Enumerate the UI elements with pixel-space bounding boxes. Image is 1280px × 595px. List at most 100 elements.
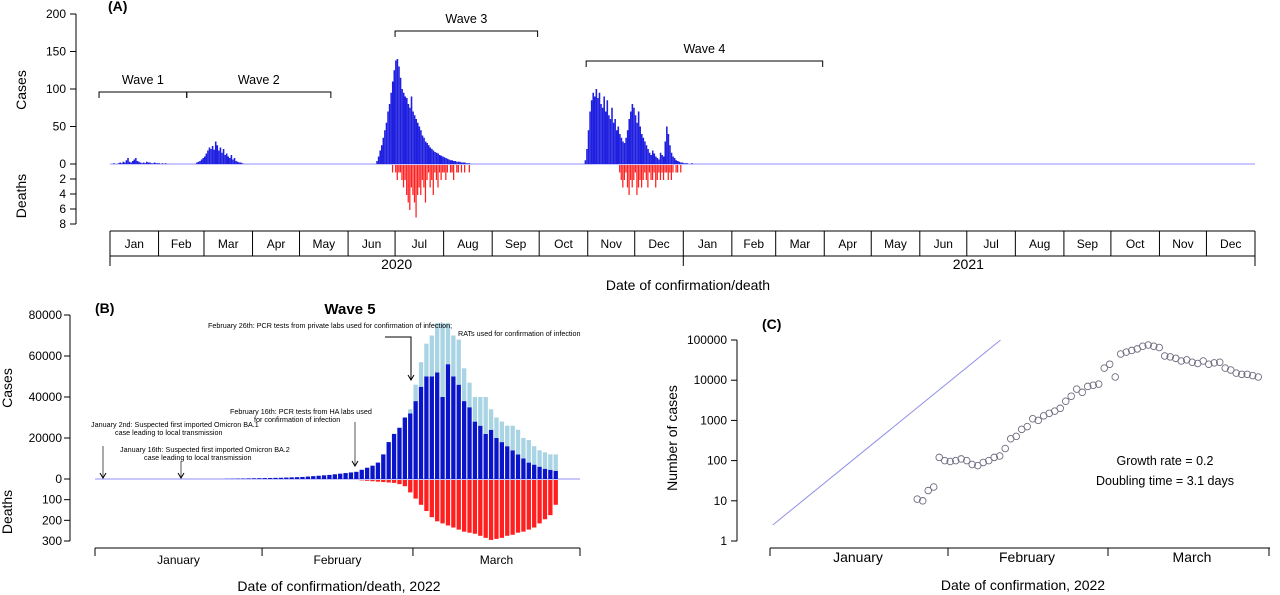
- panel-a-death-bar: [653, 165, 655, 173]
- panel-a-month-label: Jul: [412, 237, 427, 251]
- panel-a-case-bar: [387, 111, 389, 164]
- panel-a-case-bar: [133, 159, 136, 164]
- panel-b-annotation-text: February 26th: PCR tests from private la…: [208, 321, 452, 330]
- panel-a-month-label: Jan: [125, 237, 144, 251]
- panel-c-point: [1072, 385, 1081, 393]
- panel-a-case-bar: [584, 160, 587, 164]
- panel-a-case-bar: [435, 152, 438, 164]
- panel-a-death-bar: [432, 165, 434, 195]
- panel-a-case-bar: [446, 158, 449, 164]
- panel-a-case-bar: [156, 163, 159, 164]
- panel-a-case-bar: [429, 147, 432, 164]
- panel-a-case-bar: [218, 150, 220, 164]
- panel-a-case-bar: [141, 163, 143, 164]
- panel-b-death-bar: [505, 480, 510, 536]
- panel-a-case-bar: [454, 161, 457, 164]
- panel-a-case-bar: [625, 137, 627, 164]
- panel-a-case-bar: [653, 153, 656, 164]
- panel-b-case-bar: [375, 462, 381, 479]
- panel-c-point: [1061, 397, 1070, 405]
- panel-b-case-bar: [338, 473, 343, 479]
- panel-a-case-bar: [424, 141, 427, 164]
- panel-c-point: [1089, 381, 1097, 389]
- panel-a-case-bar: [457, 161, 460, 164]
- panel-b-case-bar: [300, 476, 305, 479]
- panel-a-case-bar: [398, 66, 400, 164]
- panel-b-case-bar: [510, 450, 515, 479]
- panel-a-month-label: Mar: [790, 237, 811, 251]
- panel-a-case-bar: [418, 126, 421, 164]
- panel-a-case-bar: [448, 159, 450, 164]
- panel-b-case-bar-light: [483, 397, 488, 434]
- panel-a-case-bar: [409, 107, 411, 164]
- panel-c-point: [1056, 404, 1064, 413]
- panel-a-case-bar: [465, 163, 468, 164]
- panel-a-death-bar: [409, 165, 411, 210]
- panel-a-case-bar: [401, 89, 403, 164]
- panel-a-case-bar: [240, 162, 242, 164]
- panel-a-case-bar: [675, 160, 678, 164]
- panel-b-case-bar: [488, 429, 494, 479]
- panel-a-case-bar: [623, 143, 626, 164]
- panel-a-death-bar: [463, 165, 466, 173]
- panel-a-case-bar: [628, 119, 631, 164]
- panel-a-month-label: Oct: [554, 237, 573, 251]
- panel-a-case-bar: [214, 141, 217, 164]
- panel-a-case-bar: [426, 143, 428, 164]
- panel-c-point: [1138, 342, 1147, 350]
- panel-b-case-bar: [408, 413, 413, 479]
- panel-a-death-bar: [639, 165, 641, 180]
- panel-a-cases-tick: 50: [53, 120, 67, 134]
- panel-b-annotation-arrowhead: [99, 472, 107, 479]
- panel-b-case-bar: [467, 407, 472, 479]
- panel-a-case-bar: [656, 158, 659, 164]
- panel-c-y-tick: 1000: [700, 413, 727, 427]
- panel-a-death-bar: [417, 165, 419, 195]
- panel-a-case-bar: [601, 107, 604, 164]
- panel-c-point: [1034, 416, 1042, 425]
- panel-c-month-label: March: [1173, 549, 1212, 565]
- panel-b-case-bar-light: [532, 446, 537, 465]
- panel-a-month-label: Jul: [983, 237, 998, 251]
- panel-a-death-bar: [662, 165, 665, 180]
- panel-b-case-bar-light: [537, 450, 542, 467]
- panel-b-annotation-arrowhead: [407, 374, 415, 381]
- panel-a-case-bar: [608, 115, 610, 164]
- panel-a-case-bar: [603, 96, 605, 164]
- panel-a-case-bar: [661, 155, 663, 164]
- panel-a-case-bar: [199, 161, 201, 164]
- panel-a-case-bar: [124, 162, 126, 164]
- panel-a-case-bar: [670, 152, 673, 164]
- panel-a-case-bar: [691, 163, 693, 164]
- panel-a-case-bar: [459, 161, 461, 164]
- panel-b-month-label: February: [313, 553, 361, 567]
- panel-b-death-bar: [456, 480, 461, 530]
- panel-a-case-bar: [200, 159, 203, 164]
- panel-c-point: [935, 453, 943, 462]
- panel-a-death-bar: [404, 165, 406, 180]
- panel-b-case-bar: [262, 478, 267, 479]
- panel-a-death-bar: [637, 165, 640, 188]
- panel-b-case-bar: [494, 438, 499, 479]
- panel-a-death-bar: [650, 165, 652, 180]
- panel-c-point: [929, 483, 938, 491]
- panel-a-month-label: Nov: [1172, 237, 1193, 251]
- panel-a-death-bar: [628, 165, 630, 195]
- panel-b-case-bar-light: [515, 429, 521, 455]
- panel-a-death-bar: [396, 165, 398, 180]
- panel-b-death-bar: [402, 480, 408, 487]
- panel-b-death-bar: [435, 480, 440, 522]
- panel-c-month-label: January: [833, 549, 883, 565]
- panel-a-case-bar: [155, 163, 157, 164]
- panel-b-case-bar-light: [548, 454, 553, 470]
- panel-b-case-bar-light: [510, 425, 515, 451]
- panel-a-death-bar: [445, 165, 447, 180]
- panel-a-case-bar: [423, 137, 425, 164]
- panel-a-case-bar: [686, 163, 688, 164]
- panel-a-case-bar: [586, 149, 588, 164]
- panel-b-case-bar: [472, 421, 478, 479]
- panel-a-case-bar: [144, 163, 147, 164]
- panel-a-case-bar: [380, 145, 383, 164]
- panel-c-point: [1067, 392, 1075, 400]
